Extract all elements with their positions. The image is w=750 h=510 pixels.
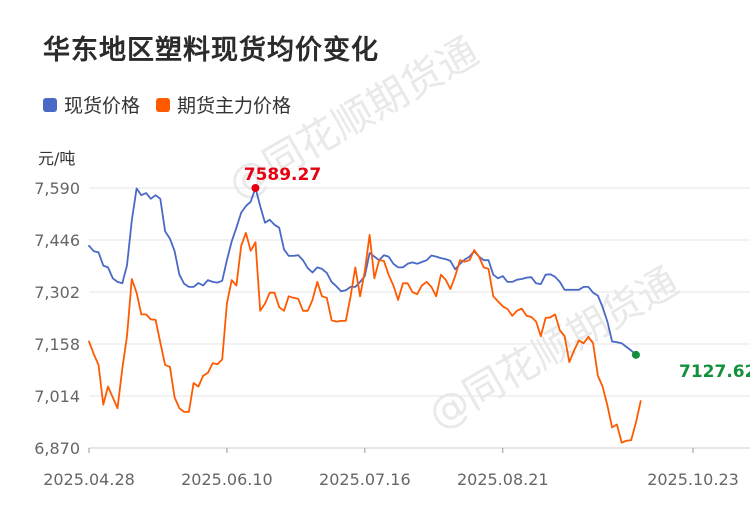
max-point-marker	[251, 184, 260, 192]
x-tick-label: 2025.08.21	[457, 470, 549, 489]
grid-lines	[89, 187, 750, 449]
legend-item-futures[interactable]: 期货主力价格	[156, 91, 291, 118]
legend: 现货价格 期货主力价格	[43, 91, 307, 118]
legend-swatch-spot	[43, 97, 57, 112]
series-lines	[88, 187, 642, 444]
y-tick-label: 7,014	[34, 387, 80, 406]
x-axis: 2025.04.28 2025.06.10 2025.07.16 2025.08.21…	[43, 448, 739, 489]
last-point-marker	[631, 350, 640, 359]
annotations: 7589.27 7127.62	[244, 165, 750, 382]
futures-price-line	[88, 231, 642, 444]
y-tick-label: 7,158	[34, 335, 80, 354]
y-tick-label: 7,590	[34, 179, 80, 198]
last-point-label: 7127.62	[679, 362, 750, 382]
y-tick-label: 6,870	[34, 439, 80, 458]
x-tick-label: 2025.06.10	[181, 470, 273, 489]
legend-item-spot[interactable]: 现货价格	[43, 91, 140, 118]
legend-swatch-futures	[156, 97, 171, 112]
chart-title: 华东地区塑料现货均价变化	[43, 35, 379, 66]
y-axis-unit: 元/吨	[38, 149, 76, 168]
watermark-group: @同花顺期货通@同花顺期货通	[221, 29, 686, 439]
max-point-label: 7589.27	[244, 165, 321, 185]
watermark-text: @同花顺期货通	[421, 259, 686, 439]
x-tick-label: 2025.07.16	[319, 470, 411, 489]
y-tick-label: 7,446	[34, 231, 80, 250]
legend-label-spot: 现货价格	[64, 95, 141, 117]
x-tick-label: 2025.10.23	[647, 470, 739, 489]
y-tick-labels: 7,590 7,446 7,302 7,158 7,014 6,870	[34, 179, 80, 458]
legend-label-futures: 期货主力价格	[177, 95, 292, 117]
x-tick-label: 2025.04.28	[43, 470, 135, 489]
y-tick-label: 7,302	[34, 283, 80, 302]
